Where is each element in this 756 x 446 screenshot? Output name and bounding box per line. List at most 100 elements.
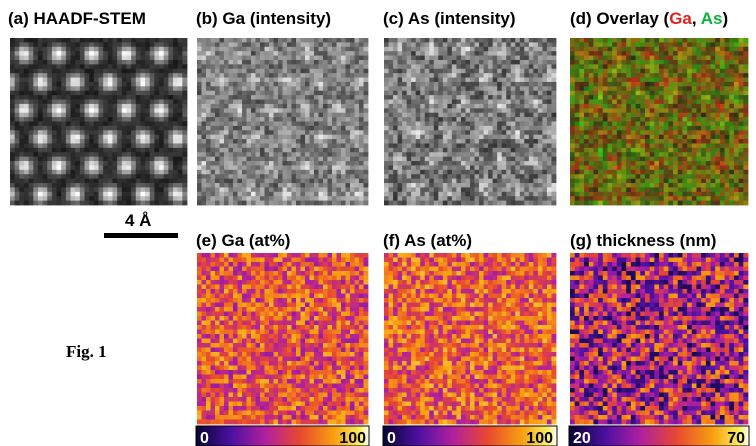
pixel [502,183,507,188]
pixel [603,91,608,96]
pixel [715,69,720,74]
pixel [511,122,516,127]
pixel [640,51,645,56]
pixel [384,78,389,83]
pixel [678,42,683,47]
pixel [332,64,337,69]
pixel [140,113,145,118]
pixel [131,152,136,157]
pixel [47,122,52,127]
pixel [75,130,80,135]
pixel [242,38,247,43]
pixel [47,174,52,179]
pixel [533,165,538,170]
pixel [461,91,466,96]
pixel [80,183,85,188]
pixel [220,157,225,162]
pixel [511,42,516,47]
pixel [579,100,584,105]
pixel [696,60,701,65]
pixel [29,60,34,65]
pixel [256,130,261,135]
pixel [269,135,274,140]
pixel [66,196,71,201]
pixel [447,143,452,148]
pixel [484,82,489,87]
pixel [407,117,412,122]
pixel [224,42,229,47]
pixel [52,122,57,127]
pixel [411,117,416,122]
pixel [420,201,425,206]
pixel [202,47,207,52]
pixel [215,73,220,78]
pixel [443,165,448,170]
pixel [341,179,346,184]
pixel [389,165,394,170]
pixel [260,130,265,135]
pixel [265,95,270,100]
pixel [233,157,238,162]
pixel [511,148,516,153]
pixel [420,126,425,131]
pixel [407,108,412,113]
pixel [411,69,416,74]
pixel [182,122,187,127]
pixel [256,100,261,105]
pixel [33,95,38,100]
pixel [636,91,641,96]
pixel [497,187,502,192]
pixel [355,86,360,91]
pixel [122,51,127,56]
pixel [533,152,538,157]
pixel [575,42,580,47]
pixel [470,139,475,144]
pixel [265,143,270,148]
pixel [542,170,547,175]
pixel [154,196,159,201]
pixel [305,161,310,166]
pixel [547,100,552,105]
pixel [715,82,720,87]
pixel [33,38,38,43]
pixel [215,122,220,127]
pixel [71,117,76,122]
pixel [332,161,337,166]
pixel [159,117,164,122]
pixel [538,196,543,201]
pixel [350,161,355,166]
pixel [542,64,547,69]
pixel [15,187,20,192]
pixel [673,108,678,113]
pixel [164,108,169,113]
pixel [533,64,538,69]
pixel [10,38,15,43]
pixel [66,183,71,188]
pixel [131,201,136,206]
pixel [182,152,187,157]
pixel [402,60,407,65]
pixel [511,60,516,65]
pixel [112,91,117,96]
pixel [19,135,24,140]
pixel [640,60,645,65]
pixel [739,95,744,100]
pixel [283,122,288,127]
pixel [506,86,511,91]
pixel [206,91,211,96]
pixel [393,95,398,100]
pixel [739,64,744,69]
pixel [506,64,511,69]
pixel [355,126,360,131]
pixel [364,82,369,87]
pixel [664,51,669,56]
pixel [233,108,238,113]
pixel [38,183,43,188]
pixel [502,91,507,96]
pixel [692,47,697,52]
pixel [529,100,534,105]
pixel [182,69,187,74]
pixel [164,201,169,206]
pixel [511,104,516,109]
pixel [122,82,127,87]
